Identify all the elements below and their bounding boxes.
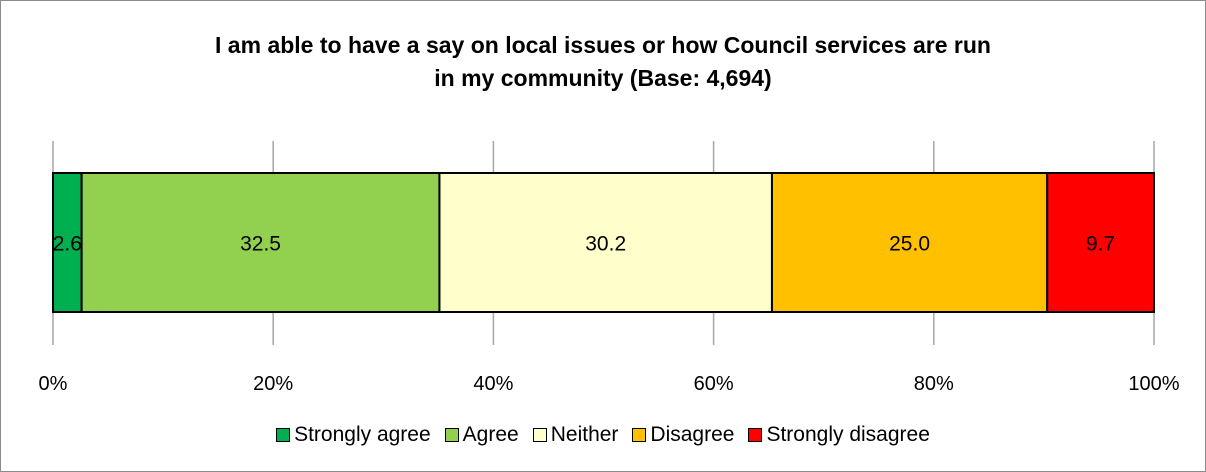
legend-item-1: Agree: [444, 423, 519, 447]
legend-item-4: Strongly disagree: [748, 423, 930, 447]
data-label-1: 32.5: [240, 233, 281, 256]
x-tick-label-1: 20%: [253, 373, 293, 395]
data-label-2: 30.2: [585, 233, 626, 256]
chart-title-line-1: I am able to have a say on local issues …: [215, 32, 991, 58]
legend-item-3: Disagree: [632, 423, 734, 447]
legend-swatch-0: [276, 428, 291, 442]
legend-label-0: Strongly agree: [294, 423, 431, 446]
legend-item-2: Neither: [532, 423, 619, 447]
x-tick-label-0: 0%: [39, 373, 68, 395]
legend-swatch-1: [444, 428, 459, 442]
x-tick-label-5: 100%: [1128, 373, 1179, 395]
data-label-0: 2.6: [53, 233, 82, 256]
data-label-3: 25.0: [889, 233, 930, 256]
legend-swatch-4: [748, 428, 763, 442]
legend-label-1: Agree: [462, 423, 519, 446]
bar-segment-2: [438, 172, 773, 313]
legend: Strongly agree Agree Neither Disagree Strong…: [1, 423, 1205, 447]
legend-label-3: Disagree: [650, 423, 735, 446]
legend-swatch-3: [632, 428, 647, 442]
chart-title-line-2: in my community (Base: 4,694): [434, 65, 772, 91]
legend-label-2: Neither: [550, 423, 619, 446]
bar-segment-3: [770, 172, 1049, 313]
bar-segment-1: [80, 172, 441, 313]
legend-swatch-2: [532, 428, 547, 442]
data-label-4: 9.7: [1086, 233, 1115, 256]
x-tick-label-2: 40%: [473, 373, 513, 395]
chart-title: I am able to have a say on local issues …: [1, 29, 1205, 95]
x-tick-label-3: 60%: [694, 373, 734, 395]
legend-label-4: Strongly disagree: [766, 423, 930, 446]
x-tick-label-4: 80%: [914, 373, 954, 395]
legend-item-0: Strongly agree: [276, 423, 431, 447]
bar-segment-4: [1046, 172, 1155, 313]
bar-segment-0: [52, 172, 83, 313]
